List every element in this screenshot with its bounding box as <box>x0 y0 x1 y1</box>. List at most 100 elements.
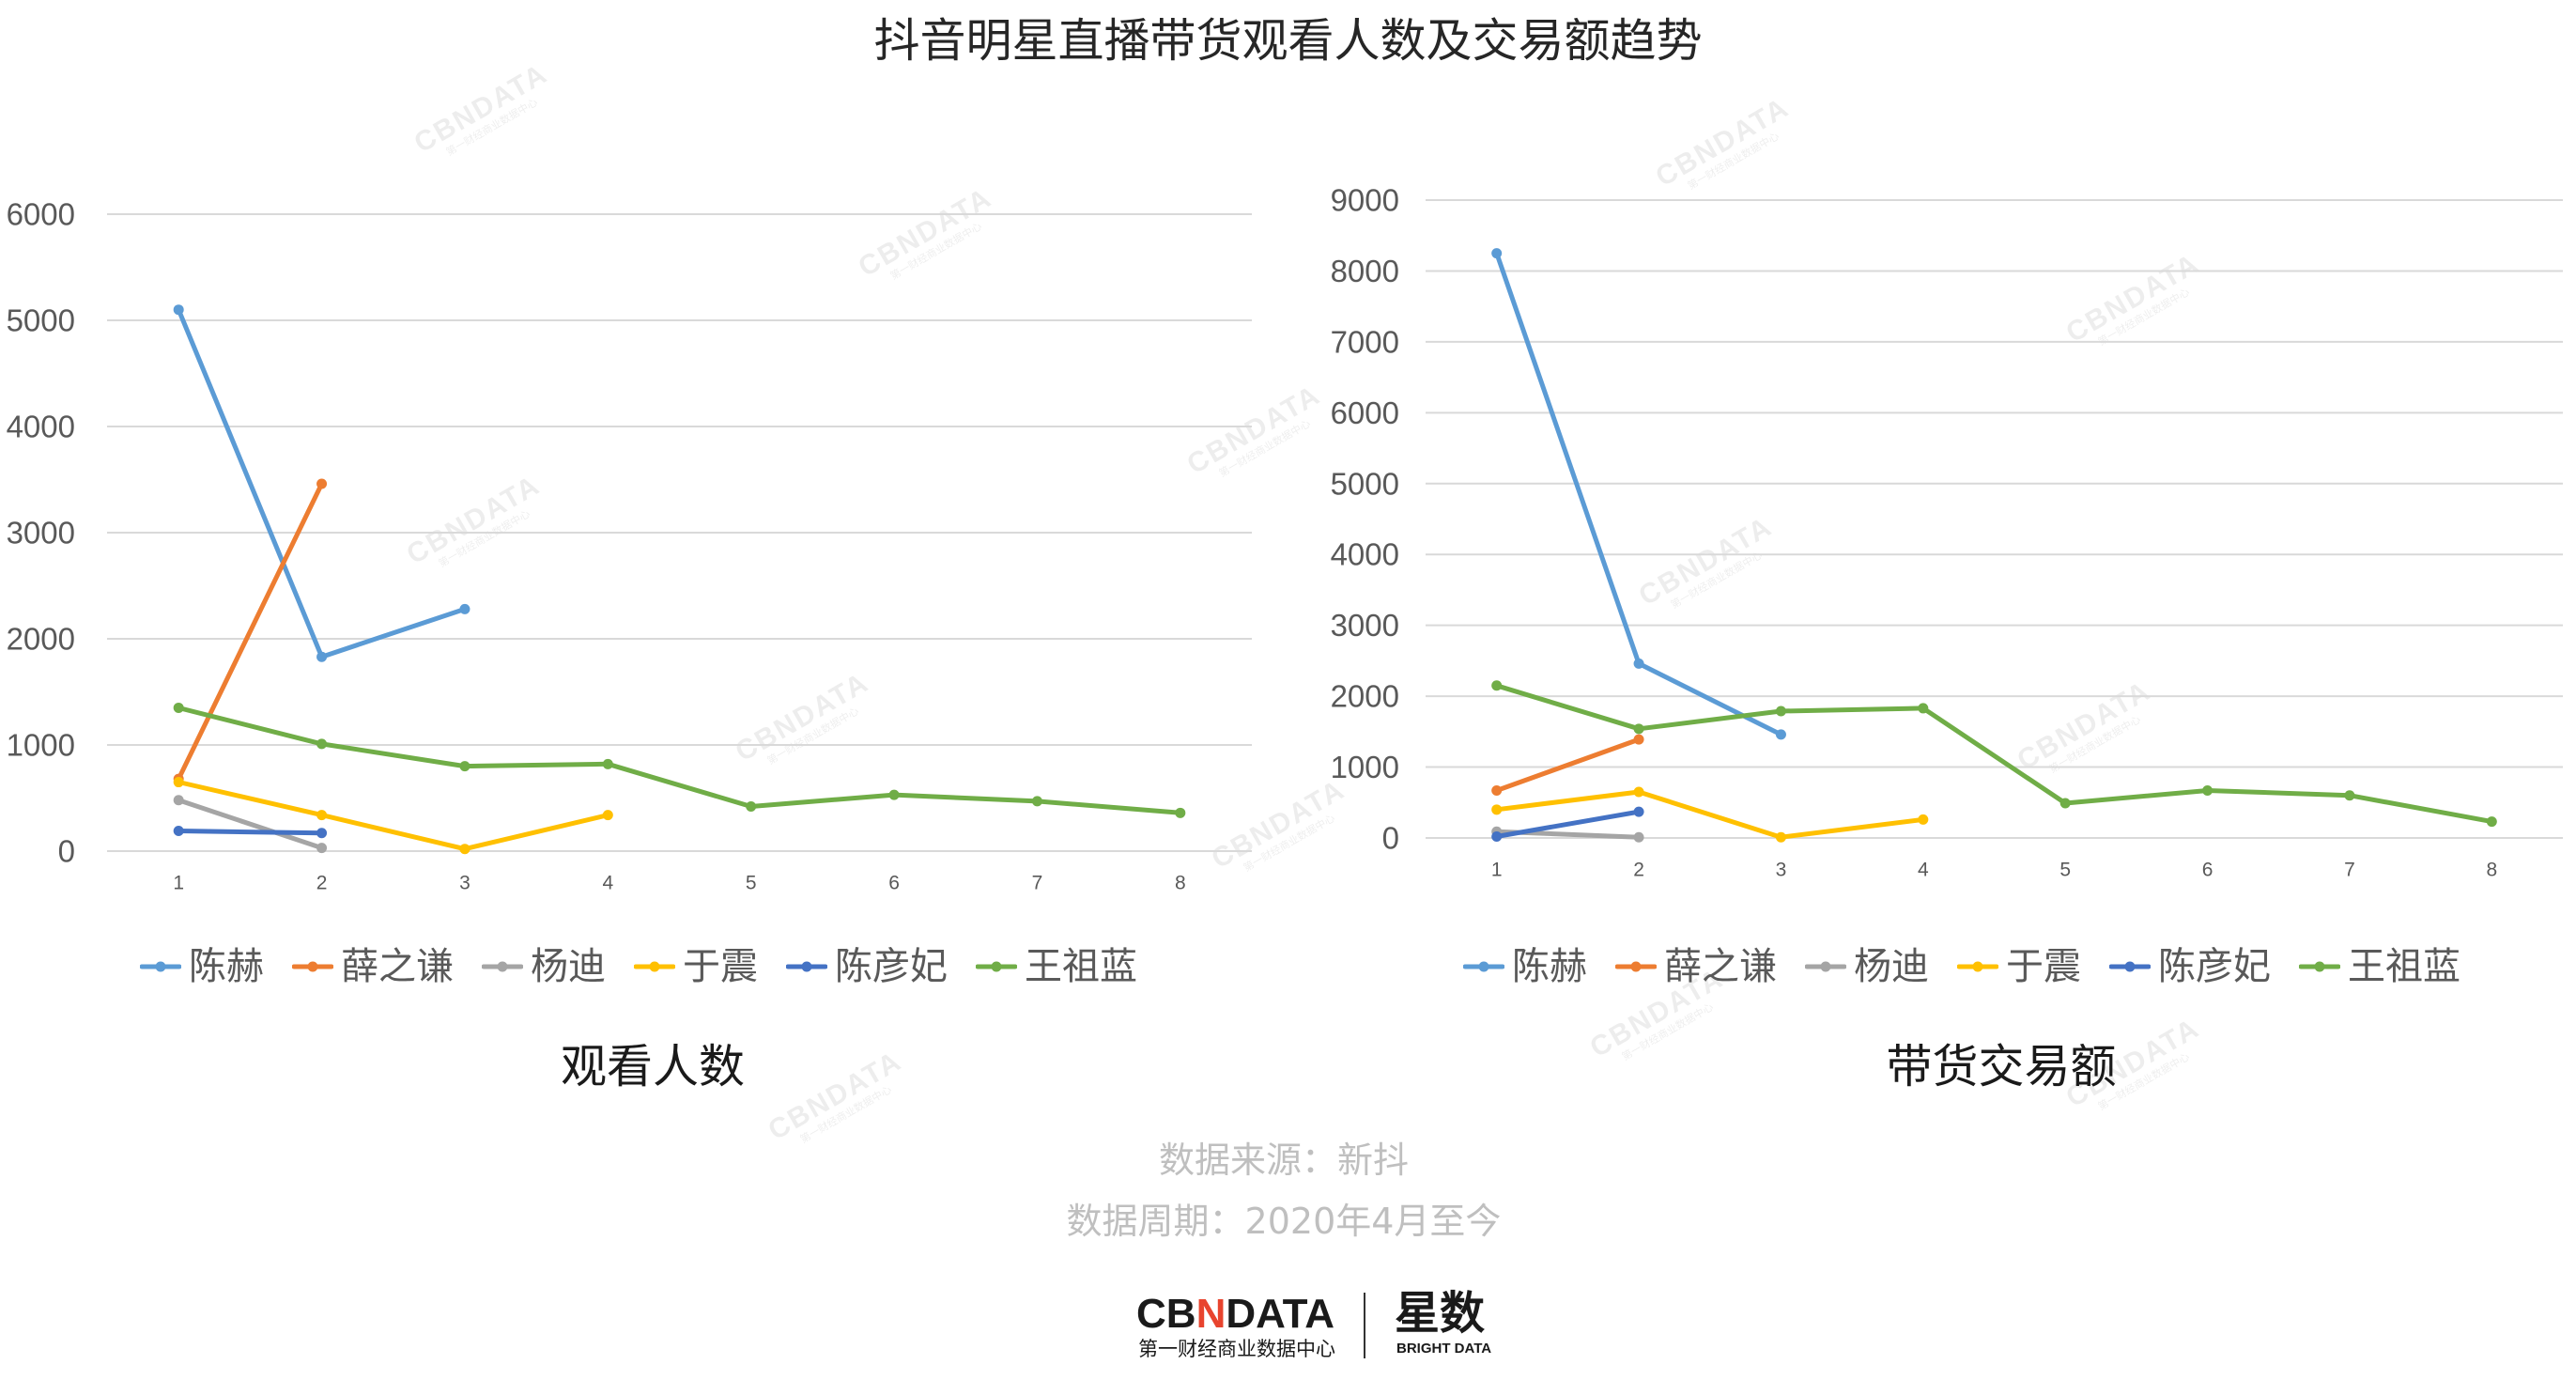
data-point-s5-x1 <box>1491 830 1503 842</box>
data-point-s4-x1 <box>173 777 184 788</box>
series-line-4 <box>1494 789 1926 840</box>
y-tick-label: 4000 <box>7 410 75 444</box>
legend-item: 于震 <box>1957 943 2081 990</box>
logo-brand-left: CB <box>1136 1291 1196 1337</box>
x-tick-label: 4 <box>602 873 613 894</box>
x-tick-label: 5 <box>746 873 757 894</box>
y-tick-label: 3000 <box>1331 608 1399 643</box>
legend-swatch <box>1805 961 1846 972</box>
legend-item: 王祖蓝 <box>976 943 1137 990</box>
series-line-3 <box>176 798 325 851</box>
data-point-s1-x2 <box>316 651 328 662</box>
x-tick-label: 7 <box>2344 860 2355 881</box>
legend-label: 王祖蓝 <box>1025 945 1137 988</box>
x-tick-label: 7 <box>1032 873 1043 894</box>
y-tick-label: 1000 <box>1331 750 1399 784</box>
data-point-s1-x3 <box>1775 729 1786 740</box>
logo-product-subtitle: BRIGHT DATA <box>1396 1341 1492 1357</box>
legend-label: 薛之谦 <box>341 945 454 988</box>
legend-label: 于震 <box>683 945 758 988</box>
legend-swatch-dot <box>155 961 166 972</box>
data-point-s6-x6 <box>888 789 900 800</box>
legend-label: 陈彦妃 <box>2158 945 2271 988</box>
series-line-6 <box>176 706 1183 815</box>
legend-swatch <box>2109 961 2151 972</box>
y-tick-label: 6000 <box>7 197 75 232</box>
legend-item: 薛之谦 <box>1615 943 1777 990</box>
data-point-s6-x2 <box>316 738 328 750</box>
legend-label: 杨迪 <box>531 945 606 988</box>
x-tick-label: 3 <box>459 873 470 894</box>
data-point-s6-x7 <box>1031 796 1042 807</box>
xingshu-logo: 星数 <box>1395 1287 1486 1340</box>
data-point-s4-x4 <box>602 810 613 821</box>
x-tick-label: 6 <box>2202 860 2214 881</box>
data-period: 数据周期：2020年4月至今 <box>1066 1201 1502 1242</box>
legend-label: 杨迪 <box>1854 945 1929 988</box>
legend-label: 王祖蓝 <box>2348 945 2460 988</box>
logo-brand-subtitle: 第一财经商业数据中心 <box>1138 1338 1335 1360</box>
legend-swatch-dot <box>1630 961 1642 972</box>
legend-swatch <box>1463 961 1504 972</box>
legend-swatch-dot <box>1972 961 1983 972</box>
legend-swatch-dot <box>991 961 1002 972</box>
data-point-s1-x2 <box>1633 658 1644 669</box>
y-tick-label: 3000 <box>7 516 75 550</box>
x-tick-label: 2 <box>1633 860 1644 881</box>
data-point-s3-x2 <box>316 843 328 854</box>
x-tick-label: 3 <box>1776 860 1787 881</box>
data-point-s4-x1 <box>1491 804 1503 815</box>
legend-label: 陈赫 <box>1512 945 1587 988</box>
data-point-s4-x2 <box>1633 786 1644 798</box>
data-point-s6-x3 <box>459 761 470 772</box>
legend-swatch-dot <box>2124 961 2136 972</box>
x-tick-label: 2 <box>316 873 328 894</box>
legend-swatch-dot <box>2314 961 2325 972</box>
x-tick-label: 4 <box>1918 860 1929 881</box>
data-point-s4-x3 <box>459 844 470 855</box>
legend-swatch <box>292 961 333 972</box>
legend-swatch-dot <box>1820 961 1831 972</box>
legend-swatch-dot <box>1478 961 1489 972</box>
legend-swatch <box>482 961 523 972</box>
data-point-s6-x8 <box>1175 807 1186 818</box>
y-tick-label: 9000 <box>1331 183 1399 218</box>
data-point-s1-x1 <box>1491 248 1503 259</box>
x-tick-label: 1 <box>173 873 184 894</box>
legend-swatch <box>140 961 181 972</box>
legend-swatch <box>634 961 675 972</box>
legend-item: 杨迪 <box>482 943 606 990</box>
legend-label: 于震 <box>2006 945 2081 988</box>
series-line-5 <box>1494 809 1642 839</box>
legend-swatch <box>1957 961 1998 972</box>
logo-brand-right: DATA <box>1226 1291 1335 1337</box>
chart-title-views: 观看人数 <box>560 1040 745 1093</box>
data-point-s6-x8 <box>2486 816 2497 828</box>
legend-swatch <box>786 961 827 972</box>
legend-item: 杨迪 <box>1805 943 1929 990</box>
data-point-s5-x1 <box>173 826 184 837</box>
legend-swatch-dot <box>497 961 508 972</box>
data-point-s6-x1 <box>1491 680 1503 691</box>
data-point-s4-x2 <box>316 810 328 821</box>
data-point-s5-x2 <box>316 828 328 839</box>
legend-item: 陈彦妃 <box>2109 943 2271 990</box>
x-tick-label: 8 <box>2486 860 2497 881</box>
x-tick-label: 5 <box>2059 860 2071 881</box>
logo-brand-mark: N <box>1195 1291 1226 1337</box>
series-line-2 <box>176 481 325 782</box>
data-point-s3-x1 <box>173 795 184 806</box>
data-point-s6-x2 <box>1633 723 1644 735</box>
y-tick-label: 7000 <box>1331 324 1399 359</box>
data-point-s2-x2 <box>316 478 328 489</box>
data-point-s5-x2 <box>1633 806 1644 817</box>
data-point-s1-x1 <box>173 304 184 316</box>
legend-item: 陈彦妃 <box>786 943 948 990</box>
legend-swatch-dot <box>801 961 812 972</box>
legend-views: 陈赫 薛之谦 杨迪 于震 陈彦妃 王祖蓝 <box>140 943 1137 990</box>
series-line-5 <box>176 829 325 836</box>
cbndata-logo: CBNDATA <box>1136 1291 1334 1338</box>
series-line-6 <box>1494 683 2494 825</box>
x-tick-label: 8 <box>1175 873 1186 894</box>
series-line-4 <box>176 780 610 852</box>
